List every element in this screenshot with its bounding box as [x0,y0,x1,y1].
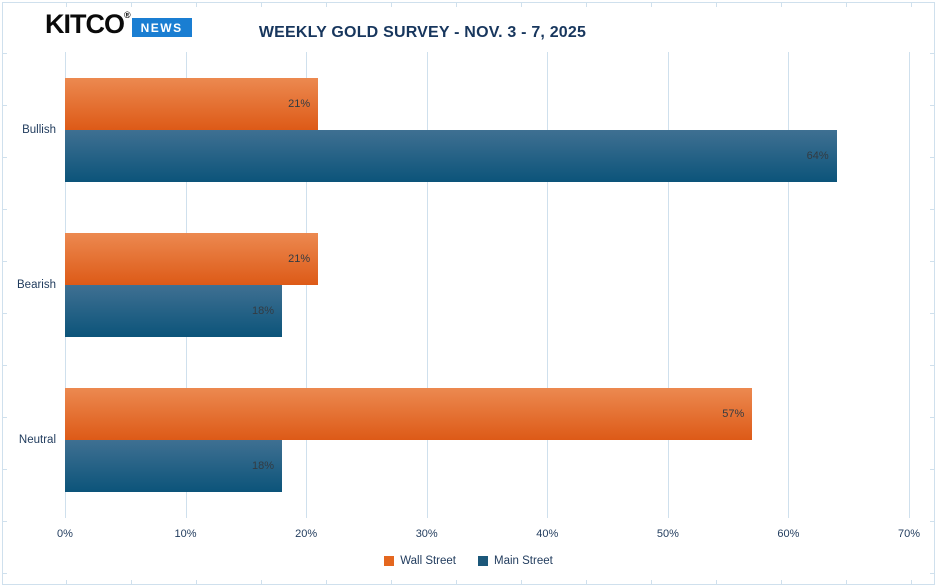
bar-main-street-bearish: 18% [65,285,283,337]
legend-label-wall-street: Wall Street [400,555,456,567]
chart-title: WEEKLY GOLD SURVEY - NOV. 3 - 7, 2025 [258,24,587,41]
gridline [667,52,669,518]
x-axis-tick-label: 40% [536,528,559,540]
x-axis-tick-label: 20% [295,528,318,540]
data-label-wall-street-bullish: 21% [288,97,311,110]
x-axis-tick-label: 30% [415,528,438,540]
bar-wall-street-neutral: 57% [65,388,753,441]
bar-main-street-neutral: 18% [65,440,283,493]
x-axis-tick-label: 70% [897,528,921,540]
news-badge: NEWS [131,18,192,37]
data-label-wall-street-neutral: 57% [722,408,745,421]
wall-street-swatch-icon [384,556,395,566]
x-axis-tick-label: 60% [777,528,800,540]
bar-wall-street-bearish: 21% [65,233,319,285]
bar-main-street-bullish: 64% [65,129,837,182]
category-label-bullish: Bullish [22,123,56,136]
kitco-news-logo: KITCO ® NEWS [45,9,192,39]
legend: Wall Street Main Street [0,555,937,567]
category-label-neutral: Neutral [18,434,56,447]
x-axis-tick-label: 0% [57,528,73,540]
gridline [426,52,428,518]
gridline [306,52,308,518]
main-street-swatch-icon [478,556,488,566]
bar-wall-street-bullish: 21% [65,77,319,130]
x-axis-tick-label: 50% [656,528,679,540]
gridline [909,52,910,518]
legend-label-main-street: Main Street [494,555,553,567]
gridline [547,52,549,518]
data-label-main-street-neutral: 18% [251,460,275,473]
data-label-wall-street-bearish: 21% [288,253,311,265]
legend-item-wall-street: Wall Street [384,555,456,567]
registered-trademark-icon: ® [124,10,131,20]
legend-item-main-street: Main Street [478,555,553,567]
data-label-main-street-bullish: 64% [806,149,829,162]
kitco-wordmark: KITCO [45,9,125,39]
data-label-main-street-bearish: 18% [251,305,275,317]
gridline [788,52,790,518]
x-axis-tick-label: 10% [174,528,197,540]
category-label-bearish: Bearish [17,279,56,291]
